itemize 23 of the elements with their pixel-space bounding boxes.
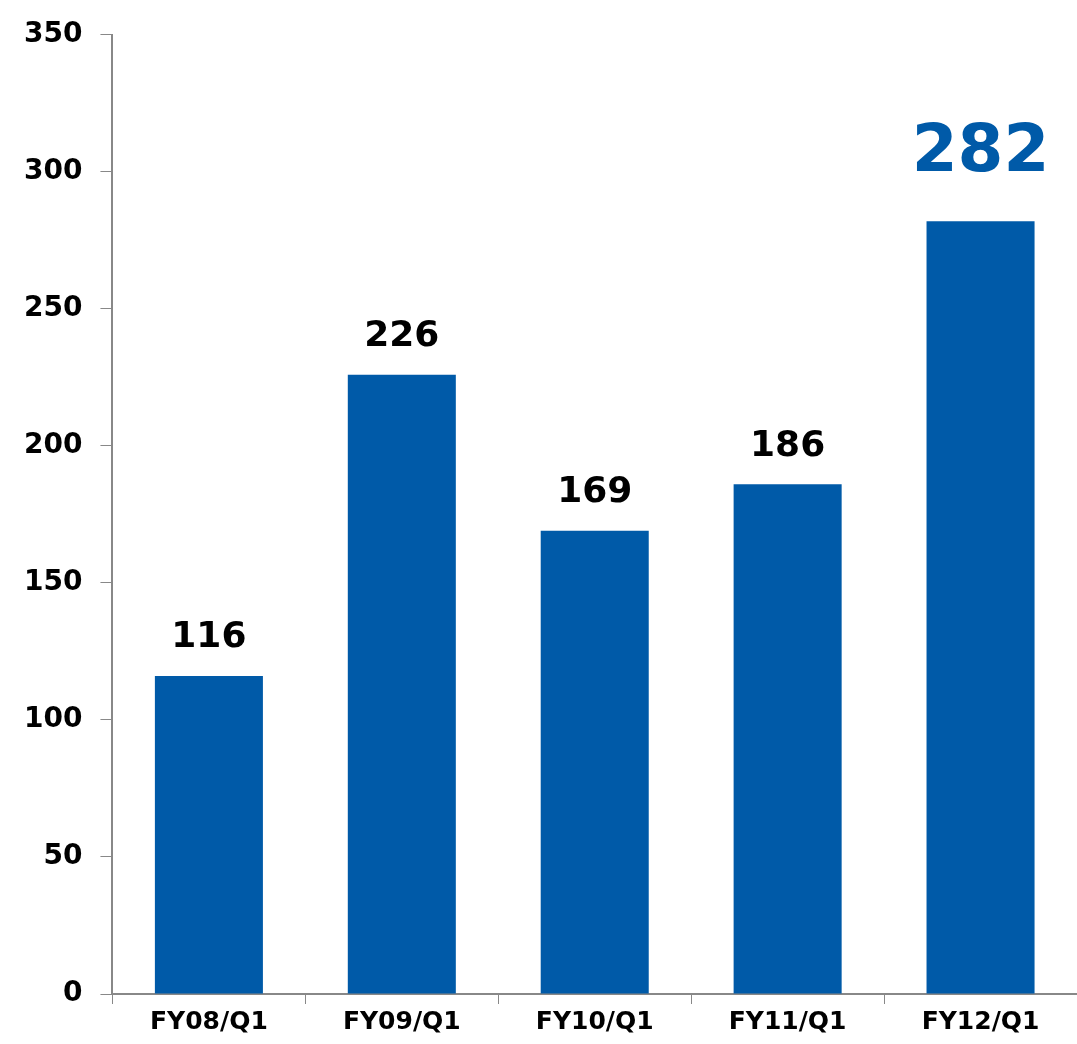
x-tick-label: FY09/Q1 bbox=[342, 1005, 461, 1035]
x-tick-label: FY12/Q1 bbox=[921, 1005, 1040, 1035]
x-tick-label: FY10/Q1 bbox=[535, 1005, 654, 1035]
data-label: 116 bbox=[171, 614, 247, 656]
y-tick-label: 250 bbox=[23, 290, 83, 324]
data-label: 186 bbox=[750, 422, 826, 464]
x-tick-label: FY08/Q1 bbox=[150, 1005, 268, 1035]
y-tick-label: 350 bbox=[23, 16, 83, 50]
y-tick-label: 200 bbox=[23, 427, 83, 461]
bar bbox=[347, 374, 456, 994]
bar bbox=[540, 530, 649, 994]
data-label: 282 bbox=[911, 110, 1050, 188]
data-label: 169 bbox=[557, 469, 633, 511]
x-tick-label: FY11/Q1 bbox=[728, 1005, 847, 1035]
y-tick-label: 0 bbox=[62, 975, 83, 1009]
data-label: 226 bbox=[364, 312, 440, 354]
bar bbox=[733, 484, 842, 994]
bar bbox=[926, 221, 1035, 994]
bar bbox=[154, 676, 263, 994]
y-tick-label: 50 bbox=[43, 838, 83, 872]
y-tick-label: 100 bbox=[23, 701, 83, 735]
y-tick-label: 300 bbox=[23, 153, 83, 187]
y-tick-label: 150 bbox=[23, 564, 83, 598]
